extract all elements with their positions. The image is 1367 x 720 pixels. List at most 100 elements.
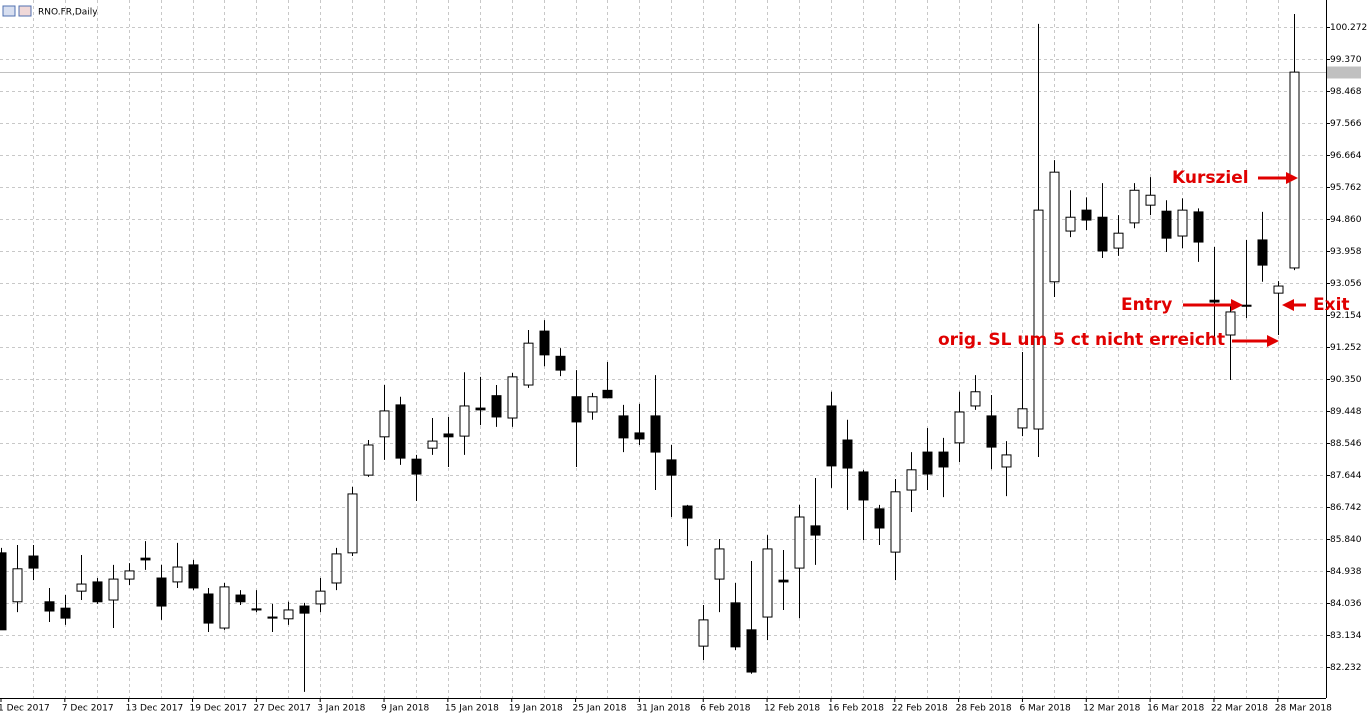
candle-body	[1289, 71, 1300, 269]
x-tick-label: 6 Feb 2018	[700, 704, 751, 714]
annotation: orig. SL um 5 ct nicht erreicht	[938, 330, 1225, 350]
candle-body	[618, 415, 629, 439]
candle-body	[267, 616, 278, 619]
y-tick-label: 100.272	[1330, 23, 1367, 33]
candle-body	[427, 440, 438, 449]
x-tick-label: 19 Jan 2018	[509, 704, 563, 714]
candle-body	[299, 605, 310, 614]
y-tick-label: 91.252	[1330, 343, 1362, 353]
candle-body	[666, 459, 677, 476]
y-tick-label: 96.664	[1330, 151, 1362, 161]
candle-body	[810, 525, 821, 536]
arrow-head	[1282, 299, 1294, 311]
candle-body	[235, 594, 246, 603]
y-tick-label: 83.134	[1330, 631, 1362, 641]
candle-body	[0, 552, 7, 631]
candle-body	[555, 355, 566, 371]
candle-body	[1161, 210, 1172, 239]
x-tick-label: 22 Feb 2018	[892, 704, 948, 714]
x-tick-label: 6 Mar 2018	[1019, 704, 1071, 714]
candle-body	[76, 583, 87, 592]
plot-area	[0, 0, 1326, 698]
y-tick-label: 90.350	[1330, 375, 1362, 385]
x-tick-label: 15 Jan 2018	[445, 704, 499, 714]
candle-body	[1209, 299, 1220, 303]
candle-body	[571, 396, 582, 423]
y-tick-label: 85.840	[1330, 535, 1362, 545]
candle-body	[650, 415, 661, 453]
candle-body	[986, 415, 997, 448]
candle-body	[379, 410, 390, 438]
candle-body	[1129, 189, 1140, 224]
current-price-marker	[1327, 66, 1361, 79]
y-tick-label: 89.448	[1330, 407, 1362, 417]
x-tick-label: 7 Dec 2017	[62, 704, 114, 714]
annotation: Kursziel	[1172, 168, 1249, 188]
candle-body	[443, 433, 454, 438]
y-tick-label: 95.762	[1330, 183, 1362, 193]
candle-body	[491, 395, 502, 418]
y-tick-label: 88.546	[1330, 439, 1362, 449]
arrow-head	[1231, 299, 1243, 311]
candle-body	[682, 505, 693, 519]
candle-body	[363, 444, 374, 476]
candle-body	[172, 566, 183, 583]
arrow-head	[1286, 172, 1298, 184]
x-tick-label: 16 Feb 2018	[828, 704, 884, 714]
candle-body	[826, 405, 837, 467]
x-tick-label: 31 Jan 2018	[636, 704, 690, 714]
x-tick-label: 1 Dec 2017	[0, 704, 50, 714]
candle-body	[523, 342, 534, 386]
candle-body	[124, 570, 135, 580]
candle-body	[44, 601, 55, 612]
chart-title: RNO.FR,Daily	[38, 8, 98, 18]
candle-body	[602, 389, 613, 399]
candle-body	[698, 619, 709, 647]
candle-body	[778, 579, 789, 583]
candle-body	[842, 439, 853, 469]
arrow-head	[1267, 335, 1279, 347]
candle-body	[12, 568, 23, 603]
candle-body	[315, 590, 326, 605]
candle-body	[1049, 171, 1060, 283]
candle-body	[938, 451, 949, 468]
candle-body	[1257, 239, 1268, 266]
y-tick-label: 84.938	[1330, 567, 1362, 577]
x-tick-label: 12 Mar 2018	[1083, 704, 1140, 714]
candle-body	[858, 471, 869, 501]
annotation: Entry	[1121, 295, 1172, 315]
y-tick-label: 97.566	[1330, 119, 1362, 129]
candle-body	[203, 593, 214, 624]
candle-body	[762, 548, 773, 618]
chart-icon	[2, 5, 16, 17]
x-tick-label: 22 Mar 2018	[1211, 704, 1268, 714]
candle-body	[347, 493, 358, 554]
candle-body	[587, 396, 598, 413]
x-tick-label: 9 Jan 2018	[381, 704, 429, 714]
candle-body	[1033, 209, 1044, 430]
candle-body	[1081, 209, 1092, 221]
x-tick-label: 28 Feb 2018	[956, 704, 1012, 714]
candle-body	[922, 451, 933, 475]
x-tick-label: 3 Jan 2018	[317, 704, 365, 714]
y-tick-label: 87.644	[1330, 471, 1362, 481]
candle-body	[1097, 216, 1108, 252]
x-tick-label: 12 Feb 2018	[764, 704, 820, 714]
candle-body	[395, 404, 406, 459]
x-tick-label: 19 Dec 2017	[190, 704, 248, 714]
candle-body	[1113, 232, 1124, 249]
candle-body	[1177, 209, 1188, 237]
chart-icon	[18, 5, 32, 17]
candle-body	[730, 602, 741, 648]
x-tick-label: 13 Dec 2017	[126, 704, 183, 714]
annotation: Exit	[1313, 295, 1350, 315]
candle-body	[1017, 408, 1028, 429]
candle-body	[28, 555, 39, 569]
candle-body	[634, 432, 645, 440]
candle-body	[890, 491, 901, 553]
x-tick-label: 16 Mar 2018	[1147, 704, 1204, 714]
candle-body	[970, 391, 981, 407]
candle-body	[92, 581, 103, 603]
candle-body	[874, 508, 885, 529]
